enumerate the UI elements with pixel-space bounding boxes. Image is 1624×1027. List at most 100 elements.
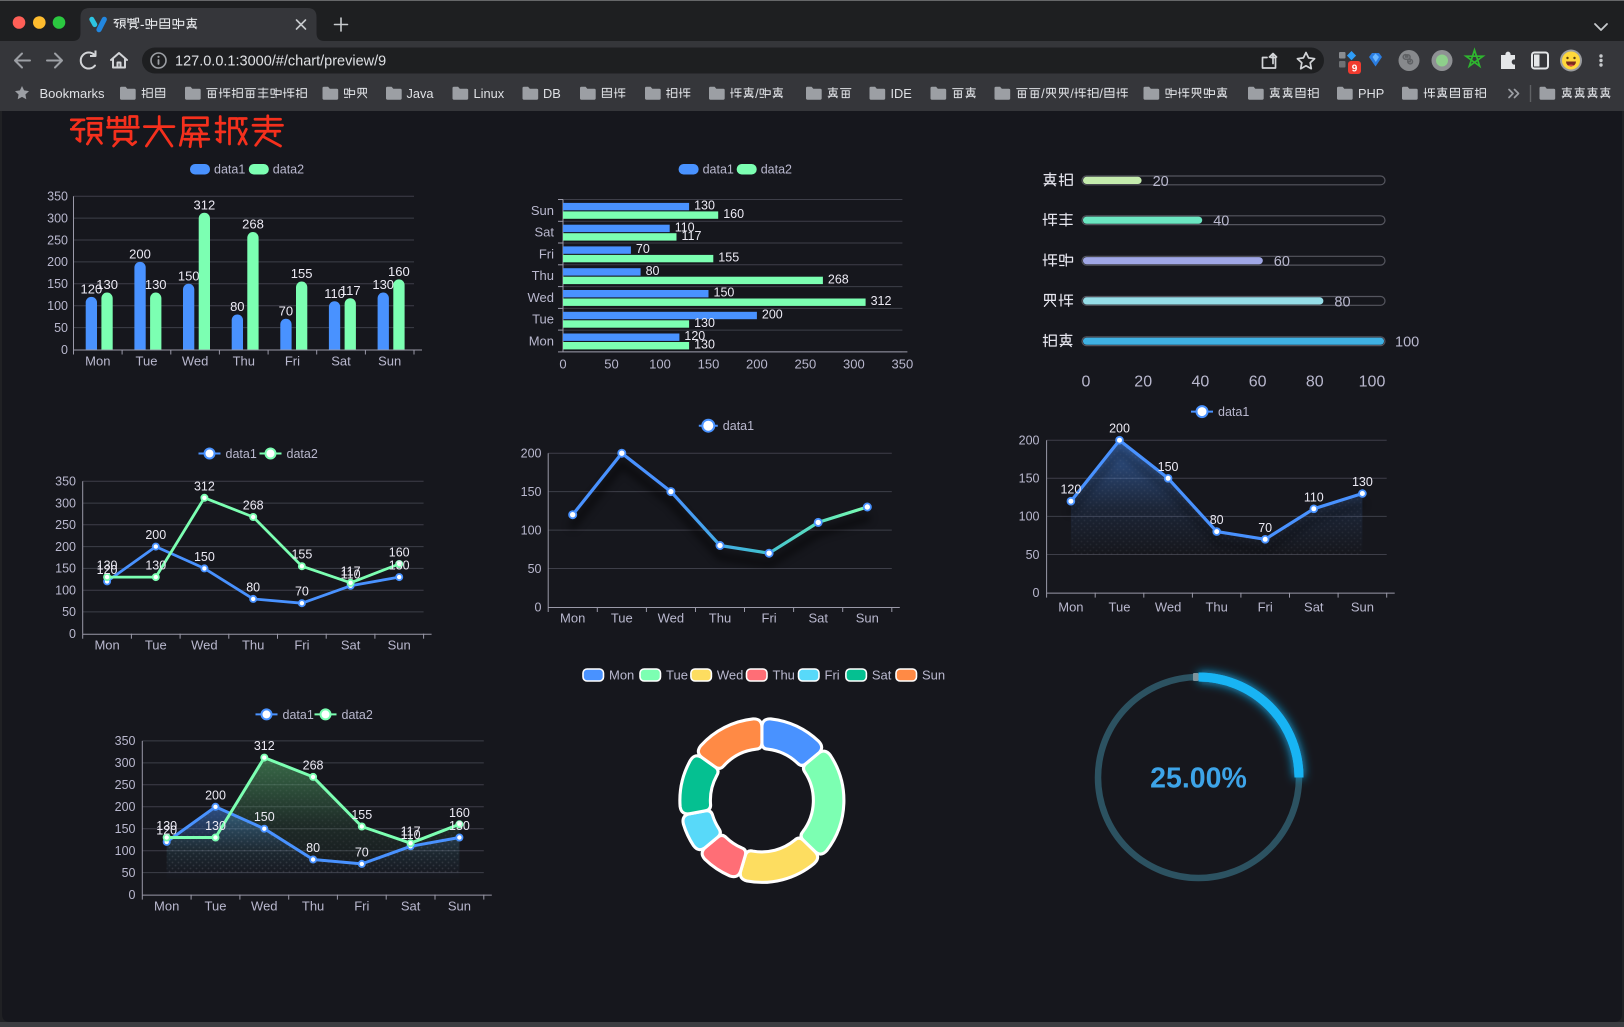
svg-text:117: 117 (340, 283, 361, 298)
svg-text:70: 70 (279, 303, 293, 318)
svg-text:/: / (1041, 86, 1045, 101)
svg-text:130: 130 (156, 819, 177, 833)
svg-text:Tue: Tue (532, 312, 554, 327)
svg-text:20: 20 (1153, 174, 1169, 190)
svg-text:Wed: Wed (191, 638, 218, 653)
svg-text:50: 50 (54, 321, 68, 335)
svg-text:-: - (140, 17, 145, 32)
svg-text:Sat: Sat (808, 611, 828, 626)
svg-text:data1: data1 (226, 447, 257, 461)
svg-text:155: 155 (291, 266, 313, 281)
svg-text:150: 150 (521, 485, 542, 499)
svg-text:Tue: Tue (611, 611, 633, 626)
svg-text:Thu: Thu (773, 668, 795, 683)
svg-text:Bookmarks: Bookmarks (40, 86, 106, 101)
svg-text:9: 9 (1352, 64, 1358, 75)
svg-text:Sat: Sat (1304, 600, 1324, 615)
svg-text:100: 100 (649, 357, 671, 372)
svg-text:200: 200 (762, 307, 783, 321)
svg-text:268: 268 (243, 499, 264, 513)
svg-text:Sat: Sat (331, 354, 351, 369)
svg-text:IDE: IDE (891, 86, 912, 101)
svg-text:80: 80 (1334, 294, 1350, 310)
svg-text:Linux: Linux (474, 86, 505, 101)
svg-text:Fri: Fri (354, 899, 369, 914)
svg-text:Mon: Mon (1058, 600, 1083, 615)
svg-text:Mon: Mon (609, 668, 634, 683)
svg-text:100: 100 (1395, 335, 1419, 351)
svg-text:80: 80 (306, 841, 320, 855)
svg-text:Wed: Wed (1155, 600, 1182, 615)
svg-text:155: 155 (351, 808, 372, 822)
svg-text:200: 200 (205, 788, 226, 802)
svg-text:300: 300 (47, 211, 68, 225)
svg-text:Sun: Sun (1351, 600, 1374, 615)
svg-text:data1: data1 (283, 708, 314, 722)
svg-text:DB: DB (543, 86, 561, 101)
svg-text:312: 312 (254, 739, 275, 753)
svg-text:40: 40 (1192, 373, 1210, 390)
svg-text:120: 120 (684, 329, 705, 343)
svg-text:Wed: Wed (182, 354, 209, 369)
svg-text:data2: data2 (287, 447, 318, 461)
svg-text:Sun: Sun (922, 668, 945, 683)
svg-text:200: 200 (55, 540, 76, 554)
svg-text:110: 110 (675, 220, 695, 234)
svg-text:150: 150 (47, 277, 68, 291)
svg-text:200: 200 (47, 255, 68, 269)
svg-text:Mon: Mon (529, 334, 554, 349)
svg-text:Sat: Sat (872, 668, 892, 683)
svg-text:0: 0 (129, 888, 136, 902)
svg-text:Wed: Wed (251, 899, 278, 914)
svg-text:50: 50 (122, 866, 136, 880)
svg-text:Java: Java (407, 86, 435, 101)
svg-text:Fri: Fri (539, 246, 554, 261)
svg-text:160: 160 (723, 207, 744, 221)
svg-text:200: 200 (145, 528, 166, 542)
svg-text:Tue: Tue (136, 354, 158, 369)
svg-text:Sun: Sun (378, 354, 401, 369)
svg-text:80: 80 (1210, 513, 1224, 527)
svg-text:Tue: Tue (1109, 600, 1131, 615)
svg-text:350: 350 (892, 357, 914, 372)
svg-text:PHP: PHP (1358, 86, 1384, 101)
svg-text:Wed: Wed (528, 290, 555, 305)
svg-text:250: 250 (47, 233, 68, 247)
svg-text:155: 155 (718, 251, 739, 265)
svg-text:150: 150 (115, 822, 136, 836)
svg-text:0: 0 (1033, 586, 1040, 600)
svg-text:150: 150 (194, 550, 215, 564)
svg-text:Wed: Wed (658, 611, 685, 626)
svg-text:25.00%: 25.00% (1150, 763, 1247, 795)
svg-text:Sat: Sat (341, 638, 361, 653)
svg-text:300: 300 (115, 756, 136, 770)
svg-text:70: 70 (295, 585, 309, 599)
svg-text:130: 130 (1352, 475, 1373, 489)
svg-text:0: 0 (69, 627, 76, 641)
svg-text:40: 40 (1213, 214, 1229, 230)
svg-text:268: 268 (242, 217, 264, 232)
svg-text:350: 350 (115, 734, 136, 748)
svg-text:130: 130 (694, 316, 715, 330)
svg-text:130: 130 (389, 559, 410, 573)
svg-text:/: / (1070, 86, 1074, 101)
svg-text:130: 130 (96, 277, 118, 292)
svg-text:Mon: Mon (154, 899, 179, 914)
svg-text:50: 50 (62, 605, 76, 619)
svg-text:60: 60 (1274, 254, 1290, 270)
svg-text:268: 268 (303, 758, 324, 772)
svg-text:Tue: Tue (145, 638, 167, 653)
svg-text:80: 80 (1306, 373, 1324, 390)
svg-text:Thu: Thu (242, 638, 264, 653)
svg-text:130: 130 (97, 559, 118, 573)
svg-text:Thu: Thu (233, 354, 255, 369)
svg-text:Fri: Fri (825, 668, 840, 683)
svg-text:80: 80 (646, 264, 660, 278)
svg-text:130: 130 (145, 277, 167, 292)
svg-text:0: 0 (1082, 373, 1091, 390)
svg-text:Thu: Thu (1205, 600, 1227, 615)
svg-text:130: 130 (145, 559, 166, 573)
svg-text:200: 200 (521, 447, 542, 461)
svg-text:Wed: Wed (717, 668, 744, 683)
svg-text:127.0.0.1:3000/#/chart/preview: 127.0.0.1:3000/#/chart/preview/9 (175, 53, 386, 69)
